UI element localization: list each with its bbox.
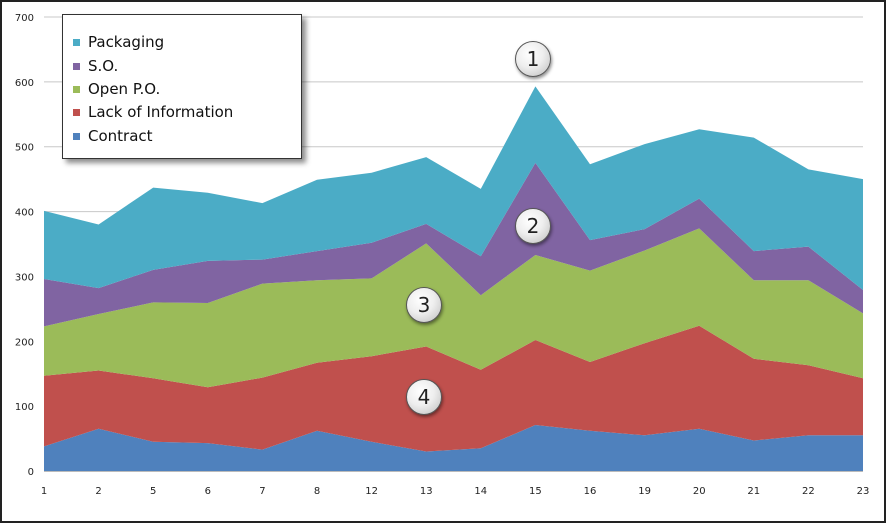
- x-tick-label: 2: [95, 486, 101, 497]
- x-tick-label: 8: [314, 486, 320, 497]
- x-tick-label: 23: [857, 486, 870, 497]
- legend-label-lack-of-information: Lack of Information: [88, 103, 234, 121]
- x-tick-label: 15: [529, 486, 542, 497]
- x-tick-label: 12: [365, 486, 378, 497]
- legend-swatch-open-po: [73, 85, 80, 93]
- y-tick-label: 100: [15, 402, 34, 413]
- x-tick-label: 20: [693, 486, 706, 497]
- x-tick-label: 21: [747, 486, 760, 497]
- x-tick-label: 13: [420, 486, 433, 497]
- legend-label-contract: Contract: [88, 127, 153, 145]
- x-tick-label: 1: [41, 486, 47, 497]
- legend-swatch-packaging: [73, 38, 80, 46]
- legend-item-lack-of-information: Lack of Information: [73, 101, 233, 123]
- x-tick-label: 16: [584, 486, 597, 497]
- x-tick-label: 22: [802, 486, 815, 497]
- area-contract: [44, 425, 863, 471]
- legend-item-so: S.O.: [73, 55, 118, 77]
- area-s-o: [44, 162, 863, 327]
- y-tick-label: 400: [15, 208, 34, 219]
- y-tick-label: 300: [15, 272, 34, 283]
- y-tick-label: 0: [28, 467, 34, 478]
- callout-badge-3: 3: [406, 287, 442, 323]
- area-open-p-o: [44, 228, 863, 388]
- x-tick-label: 5: [150, 486, 156, 497]
- area-lack-of-information: [44, 325, 863, 452]
- x-tick-label: 6: [205, 486, 211, 497]
- callout-badge-4: 4: [406, 379, 442, 415]
- x-tick-label: 7: [259, 486, 265, 497]
- y-tick-label: 200: [15, 337, 34, 348]
- x-tick-label: 14: [474, 486, 487, 497]
- legend-label-open-po: Open P.O.: [88, 80, 161, 98]
- legend-item-packaging: Packaging: [73, 31, 164, 53]
- area-packaging: [44, 86, 863, 291]
- y-tick-label: 600: [15, 78, 34, 89]
- y-tick-label: 500: [15, 143, 34, 154]
- legend-label-packaging: Packaging: [88, 33, 165, 51]
- legend-label-so: S.O.: [88, 57, 119, 75]
- y-tick-label: 700: [15, 13, 34, 24]
- callout-badge-1: 1: [515, 41, 551, 77]
- legend-swatch-so: [73, 62, 80, 70]
- legend-swatch-contract: [73, 132, 80, 140]
- callout-badge-2: 2: [515, 208, 551, 244]
- legend-item-contract: Contract: [73, 125, 153, 147]
- x-tick-label: 19: [638, 486, 651, 497]
- legend-item-open-po: Open P.O.: [73, 78, 160, 100]
- legend: Packaging S.O. Open P.O. Lack of Informa…: [62, 14, 302, 159]
- legend-swatch-lack-of-information: [73, 108, 80, 116]
